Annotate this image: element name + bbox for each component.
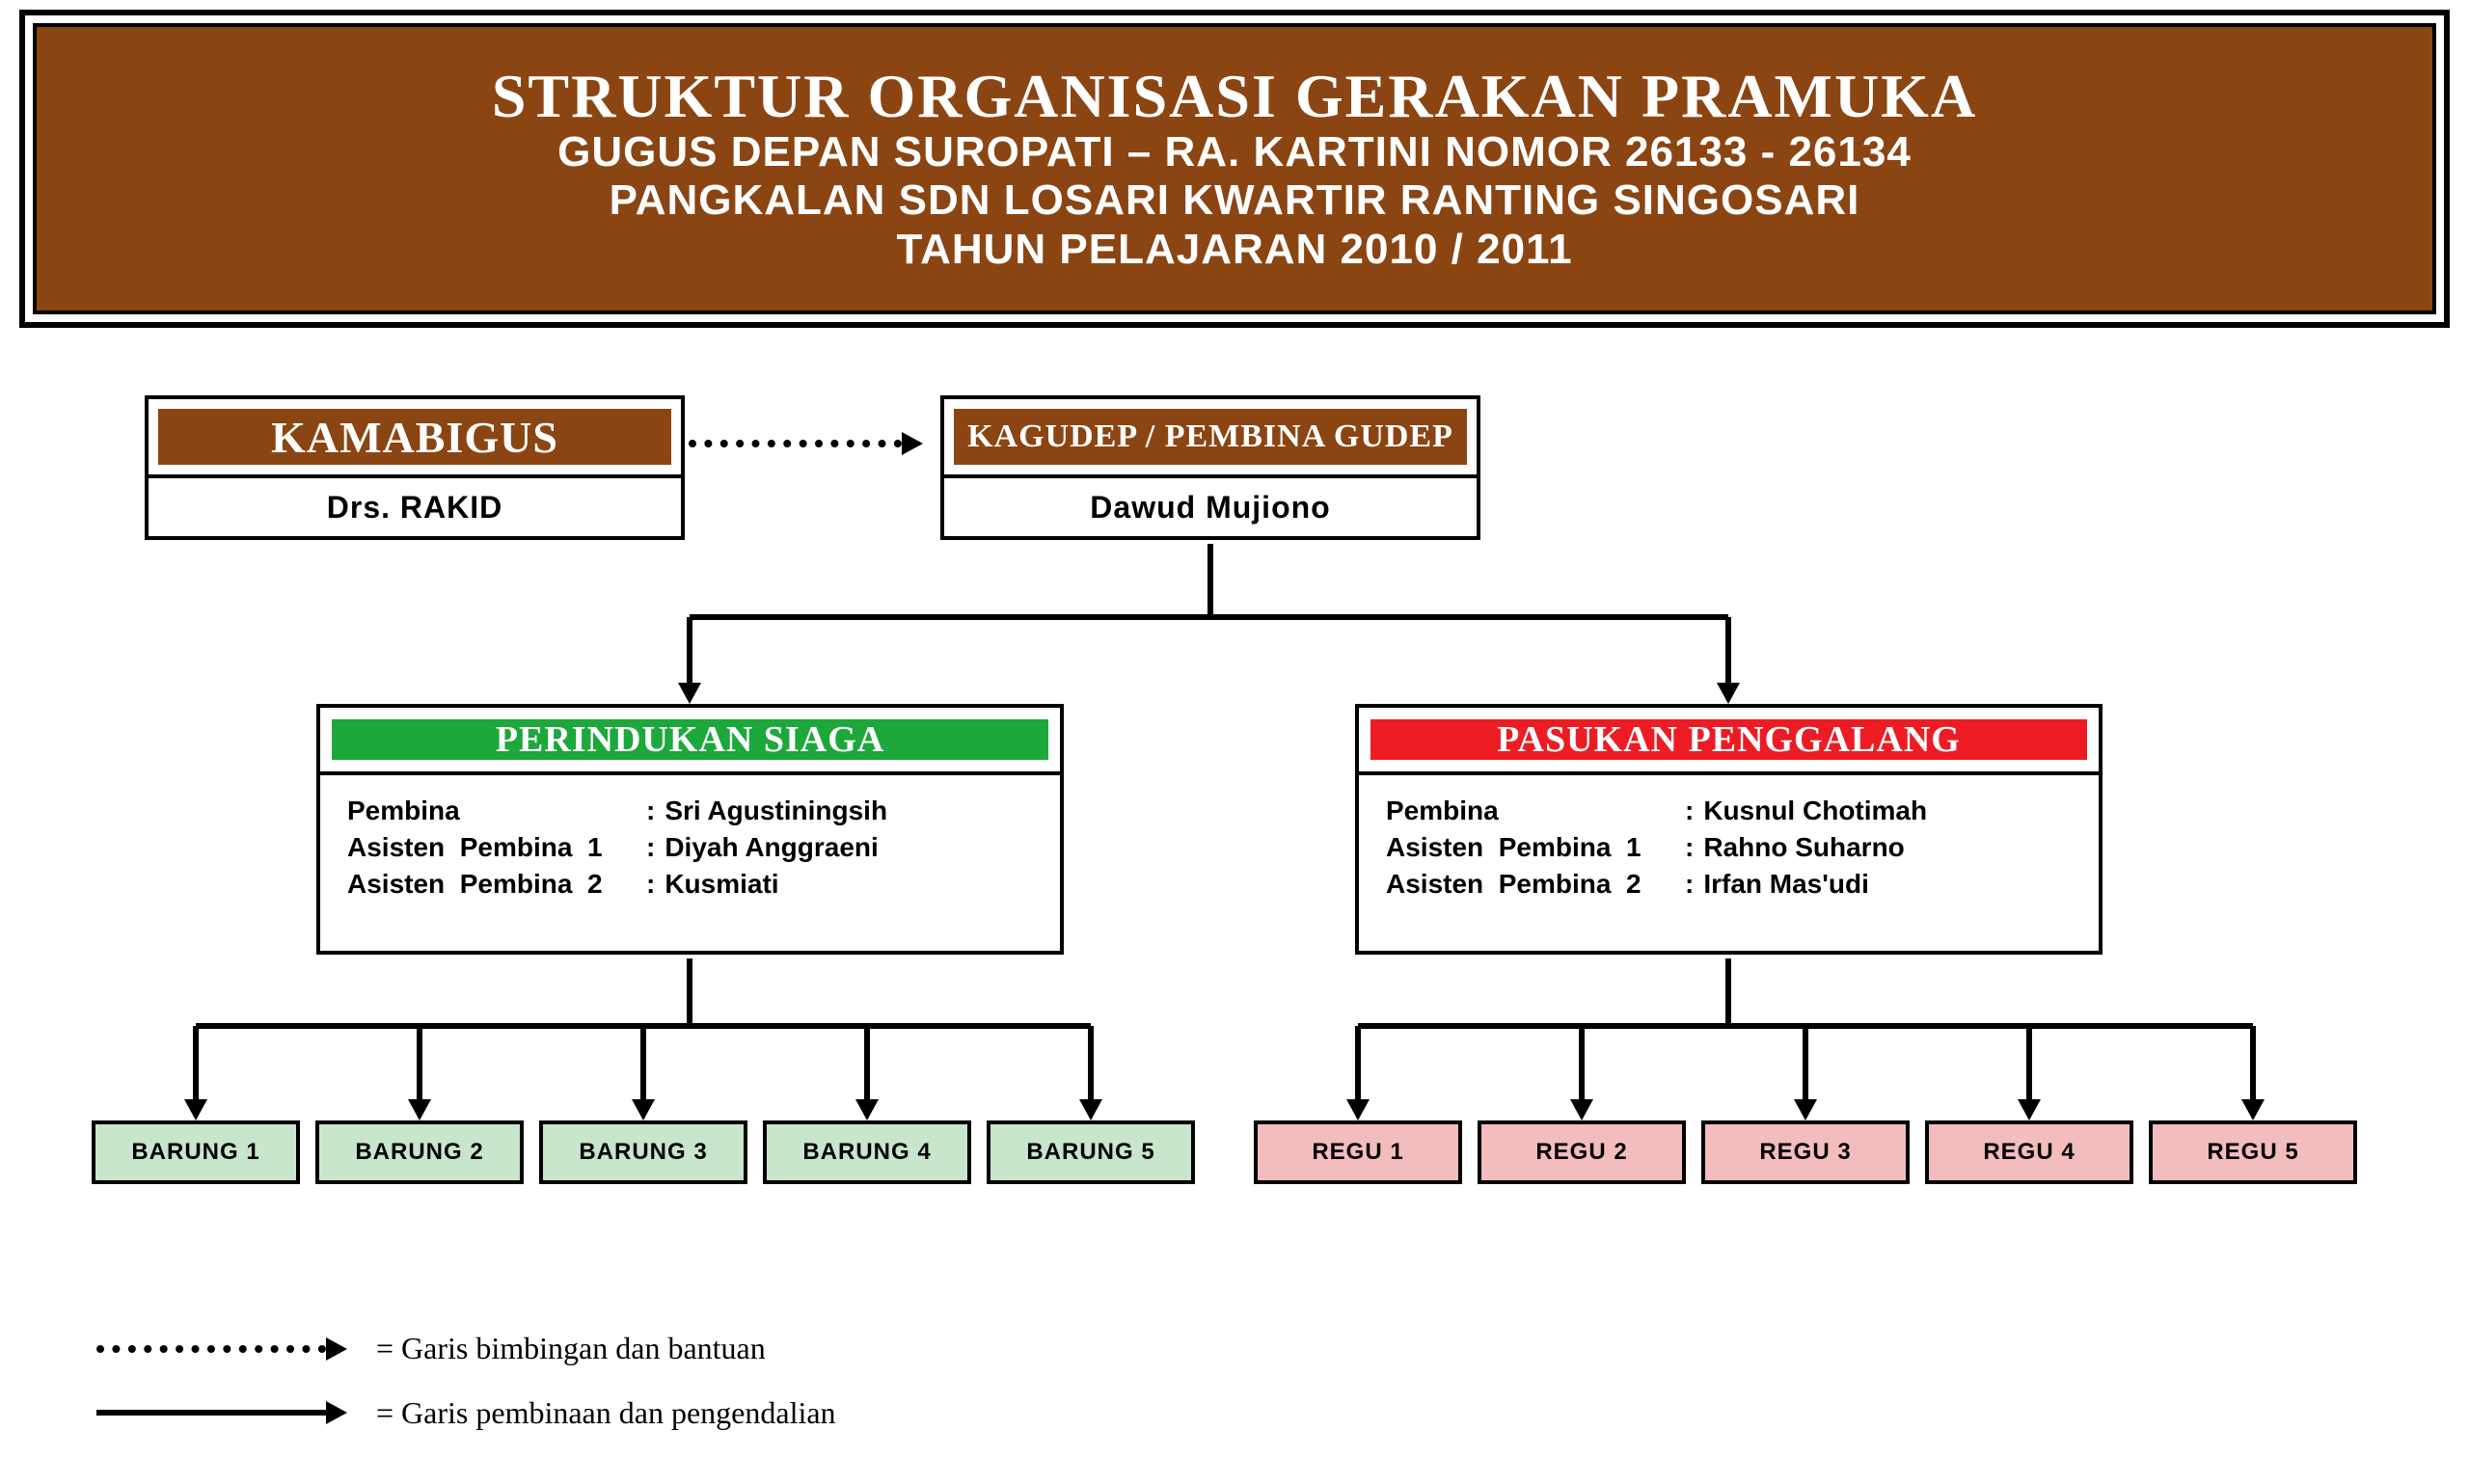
header-text: STRUKTUR ORGANISASI GERAKAN PRAMUKAGUGUS… [19, 10, 2450, 328]
regu-unit: REGU 2 [1478, 1120, 1686, 1184]
penggalang-row: Pembina:Kusnul Chotimah [1386, 793, 2072, 829]
arrow-right-icon [326, 1401, 347, 1424]
kamabigus-box: KAMABIGUS Drs. RAKID [145, 395, 685, 540]
penggalang-row-value: Rahno Suharno [1703, 829, 1904, 866]
colon: : [637, 829, 665, 866]
legend-row-dashed: = Garis bimbingan dan bantuan [96, 1331, 836, 1366]
penggalang-row: Asisten Pembina 1:Rahno Suharno [1386, 829, 2072, 866]
barung-unit: BARUNG 1 [92, 1120, 300, 1184]
regu-unit: REGU 4 [1925, 1120, 2133, 1184]
arrow-right-icon [326, 1337, 347, 1361]
arrow-down-icon [1079, 1099, 1102, 1120]
colon: : [637, 793, 665, 829]
siaga-row-label: Asisten Pembina 1 [347, 829, 637, 866]
siaga-title: PERINDUKAN SIAGA [332, 719, 1048, 760]
siaga-row: Asisten Pembina 2:Kusmiati [347, 866, 1033, 903]
kamabigus-title: KAMABIGUS [158, 409, 671, 465]
kagudep-box: KAGUDEP / PEMBINA GUDEP Dawud Mujiono [940, 395, 1480, 540]
colon: : [1675, 866, 1703, 903]
arrow-down-icon [1717, 683, 1740, 704]
legend-solid-line [96, 1410, 326, 1416]
siaga-row: Pembina:Sri Agustiningsih [347, 793, 1033, 829]
kamabigus-person: Drs. RAKID [149, 478, 681, 536]
siaga-row-label: Pembina [347, 793, 637, 829]
arrow-down-icon [2018, 1099, 2041, 1120]
legend-solid-label: = Garis pembinaan dan pengendalian [376, 1395, 836, 1431]
barung-unit: BARUNG 5 [987, 1120, 1195, 1184]
colon: : [1675, 793, 1703, 829]
header-title: STRUKTUR ORGANISASI GERAKAN PRAMUKA [58, 64, 2411, 128]
penggalang-row-label: Asisten Pembina 1 [1386, 829, 1675, 866]
penggalang-title: PASUKAN PENGGALANG [1370, 719, 2087, 760]
legend-row-solid: = Garis pembinaan dan pengendalian [96, 1395, 836, 1431]
penggalang-box: PASUKAN PENGGALANGPembina:Kusnul Chotima… [1355, 704, 2103, 955]
arrow-down-icon [678, 683, 701, 704]
arrow-down-icon [408, 1099, 431, 1120]
arrow-down-icon [1346, 1099, 1370, 1120]
legend-dashed-line [96, 1345, 326, 1353]
header-sub-2: PANGKALAN SDN LOSARI KWARTIR RANTING SIN… [58, 176, 2411, 226]
header-sub-1: GUGUS DEPAN SUROPATI – RA. KARTINI NOMOR… [58, 128, 2411, 177]
regu-unit: REGU 3 [1701, 1120, 1910, 1184]
kagudep-title: KAGUDEP / PEMBINA GUDEP [954, 409, 1467, 465]
barung-unit: BARUNG 4 [763, 1120, 971, 1184]
arrow-down-icon [2241, 1099, 2265, 1120]
legend: = Garis bimbingan dan bantuan = Garis pem… [96, 1331, 836, 1460]
siaga-body: Pembina:Sri AgustiningsihAsisten Pembina… [320, 775, 1060, 923]
siaga-row-label: Asisten Pembina 2 [347, 866, 637, 903]
colon: : [637, 866, 665, 903]
penggalang-row-value: Irfan Mas'udi [1703, 866, 1869, 903]
kagudep-person: Dawud Mujiono [944, 478, 1477, 536]
penggalang-body: Pembina:Kusnul ChotimahAsisten Pembina 1… [1359, 775, 2099, 923]
penggalang-row-label: Pembina [1386, 793, 1675, 829]
siaga-box: PERINDUKAN SIAGAPembina:Sri Agustiningsi… [316, 704, 1064, 955]
arrow-down-icon [1570, 1099, 1593, 1120]
arrow-down-icon [1794, 1099, 1817, 1120]
penggalang-row: Asisten Pembina 2:Irfan Mas'udi [1386, 866, 2072, 903]
barung-unit: BARUNG 3 [539, 1120, 747, 1184]
siaga-row: Asisten Pembina 1:Diyah Anggraeni [347, 829, 1033, 866]
siaga-row-value: Kusmiati [665, 866, 778, 903]
regu-unit: REGU 5 [2149, 1120, 2357, 1184]
penggalang-row-value: Kusnul Chotimah [1703, 793, 1927, 829]
arrow-down-icon [184, 1099, 207, 1120]
legend-dashed-label: = Garis bimbingan dan bantuan [376, 1331, 766, 1366]
colon: : [1675, 829, 1703, 866]
siaga-row-value: Sri Agustiningsih [665, 793, 887, 829]
arrow-right-icon [902, 432, 923, 455]
header-sub-3: TAHUN PELAJARAN 2010 / 2011 [58, 226, 2411, 275]
siaga-row-value: Diyah Anggraeni [665, 829, 878, 866]
barung-unit: BARUNG 2 [315, 1120, 524, 1184]
regu-unit: REGU 1 [1254, 1120, 1462, 1184]
penggalang-row-label: Asisten Pembina 2 [1386, 866, 1675, 903]
arrow-down-icon [632, 1099, 655, 1120]
dashed-connector [689, 440, 902, 447]
arrow-down-icon [855, 1099, 879, 1120]
